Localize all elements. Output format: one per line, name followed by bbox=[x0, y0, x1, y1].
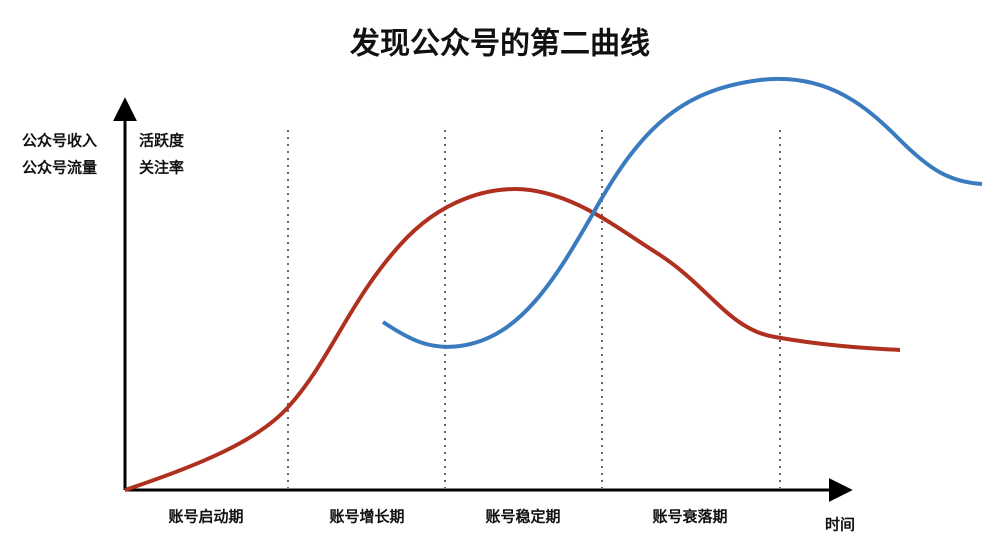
y-label-left: 公众号收入 bbox=[22, 132, 97, 150]
y-label-right: 关注率 bbox=[139, 159, 184, 177]
y-label-right: 活跃度 bbox=[139, 132, 185, 150]
phase-label: 账号稳定期 bbox=[485, 508, 560, 526]
second-curve bbox=[381, 76, 983, 349]
phase-label: 账号增长期 bbox=[329, 508, 404, 526]
first-curve bbox=[124, 187, 901, 492]
phase-label: 账号启动期 bbox=[168, 508, 243, 526]
title: 发现公众号的第二曲线 bbox=[349, 27, 650, 62]
x-axis-label: 时间 bbox=[825, 516, 855, 534]
y-label-left: 公众号流量 bbox=[22, 159, 97, 177]
phase-label: 账号衰落期 bbox=[652, 508, 727, 526]
